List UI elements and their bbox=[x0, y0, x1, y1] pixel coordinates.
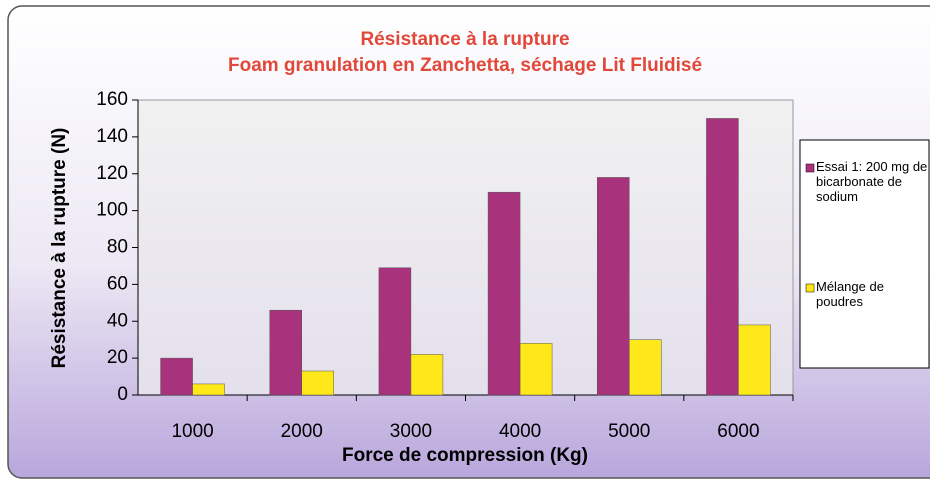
bar bbox=[738, 324, 771, 396]
y-tick-label: 60 bbox=[107, 273, 128, 294]
bar bbox=[706, 118, 739, 396]
bar bbox=[487, 191, 521, 396]
legend-label: Mélange de poudres bbox=[816, 279, 884, 309]
y-tick-label: 0 bbox=[117, 384, 128, 405]
y-tick-label: 160 bbox=[96, 89, 128, 110]
x-tick-label: 4000 bbox=[499, 421, 541, 442]
x-axis-title: Force de compression (Kg) bbox=[342, 445, 588, 466]
legend bbox=[799, 139, 930, 369]
bar bbox=[629, 339, 662, 396]
chart-subtitle: Foam granulation en Zanchetta, séchage L… bbox=[228, 55, 702, 76]
legend-item: Mélange de poudres bbox=[816, 279, 884, 309]
bar bbox=[301, 370, 334, 396]
bar bbox=[597, 177, 630, 396]
bar bbox=[269, 309, 302, 396]
y-tick-label: 140 bbox=[96, 126, 128, 147]
legend-label: Essai 1: 200 mg de bicarbonate de sodium bbox=[816, 159, 928, 204]
x-tick-label: 5000 bbox=[608, 421, 650, 442]
bar bbox=[410, 354, 444, 396]
y-tick-label: 40 bbox=[107, 310, 128, 331]
chart-title: Résistance à la rupture bbox=[360, 29, 569, 50]
y-tick-label: 80 bbox=[107, 237, 128, 258]
y-tick-label: 120 bbox=[96, 163, 128, 184]
legend-item: Essai 1: 200 mg de bicarbonate de sodium bbox=[816, 159, 928, 204]
x-tick-label: 1000 bbox=[171, 421, 213, 442]
bar bbox=[192, 383, 225, 396]
x-tick-label: 6000 bbox=[717, 421, 759, 442]
bar bbox=[160, 357, 193, 396]
y-tick-label: 100 bbox=[96, 200, 128, 221]
x-tick-label: 3000 bbox=[390, 421, 432, 442]
x-tick-label: 2000 bbox=[281, 421, 323, 442]
y-tick-label: 20 bbox=[107, 347, 128, 368]
legend-swatch bbox=[805, 283, 815, 293]
bar bbox=[519, 343, 553, 396]
legend-swatch bbox=[805, 163, 815, 173]
bar bbox=[378, 267, 412, 396]
y-axis-title: Résistance à la rupture (N) bbox=[49, 128, 70, 369]
plot-area bbox=[137, 99, 794, 396]
